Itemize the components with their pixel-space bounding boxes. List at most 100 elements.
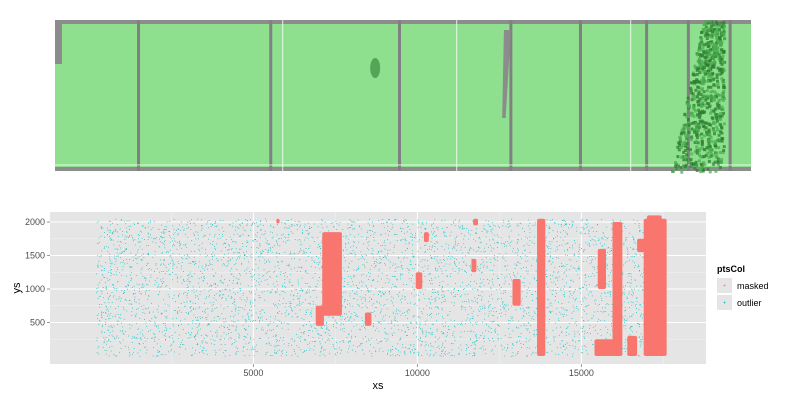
outlier-point: [194, 273, 195, 275]
outlier-point: [291, 253, 293, 255]
outlier-point: [134, 224, 135, 225]
outlier-point: [385, 340, 387, 342]
outlier-point: [355, 351, 356, 353]
outlier-point: [611, 304, 613, 305]
outlier-point: [536, 260, 537, 262]
outlier-point: [490, 304, 491, 306]
outlier-point: [177, 276, 178, 278]
outlier-point: [462, 257, 463, 259]
outlier-point: [570, 279, 571, 281]
outlier-point: [590, 227, 592, 229]
outlier-point: [309, 228, 311, 229]
outlier-point: [248, 355, 250, 356]
outlier-point: [571, 294, 573, 296]
outlier-point: [170, 249, 171, 251]
outlier-point: [409, 229, 411, 230]
outlier-point: [593, 266, 595, 268]
outlier-point: [348, 227, 350, 228]
outlier-point: [214, 222, 216, 224]
outlier-point: [514, 268, 516, 269]
outlier-point: [151, 337, 153, 339]
heatmap-dark-cell: [715, 154, 719, 158]
outlier-point: [227, 306, 229, 307]
outlier-point: [135, 315, 136, 317]
outlier-point: [277, 261, 279, 263]
outlier-point: [157, 355, 159, 357]
outlier-point: [276, 305, 278, 307]
outlier-point: [625, 237, 627, 239]
outlier-point: [267, 283, 269, 285]
outlier-point: [526, 355, 528, 357]
outlier-point: [265, 238, 267, 240]
outlier-point: [344, 301, 345, 303]
outlier-point: [638, 227, 640, 228]
outlier-point: [627, 254, 628, 255]
outlier-point: [225, 288, 227, 290]
outlier-point: [190, 263, 192, 264]
outlier-point: [401, 330, 403, 331]
outlier-point: [551, 290, 553, 291]
outlier-point: [158, 246, 160, 248]
outlier-point: [517, 352, 519, 354]
outlier-point: [257, 226, 258, 227]
outlier-point: [440, 268, 442, 270]
outlier-point: [582, 287, 583, 288]
outlier-point: [244, 270, 245, 272]
outlier-point: [138, 327, 140, 329]
outlier-point: [622, 230, 623, 232]
heatmap-dark-cell: [674, 161, 677, 165]
heatmap-dark-cell: [702, 110, 706, 114]
outlier-point: [97, 298, 99, 299]
outlier-point: [548, 299, 550, 301]
outlier-point: [323, 324, 324, 326]
heatmap-dark-cell: [695, 78, 699, 82]
outlier-point: [634, 222, 636, 224]
heatmap-dark-cell: [711, 42, 715, 46]
outlier-point: [242, 252, 244, 253]
outlier-point: [435, 352, 437, 354]
heatmap-dark-cell: [721, 96, 724, 100]
outlier-point: [224, 350, 226, 352]
outlier-point: [476, 337, 477, 339]
outlier-point: [584, 310, 585, 312]
outlier-point: [159, 246, 161, 248]
outlier-point: [376, 339, 377, 341]
outlier-point: [301, 290, 303, 291]
outlier-point: [321, 291, 322, 293]
outlier-point: [430, 249, 432, 251]
outlier-point: [228, 325, 230, 327]
outlier-point: [594, 325, 596, 327]
outlier-point: [114, 316, 116, 318]
heatmap-dark-cell: [716, 128, 720, 132]
heatmap-dark-cell: [717, 99, 721, 103]
outlier-point: [141, 293, 142, 295]
outlier-point: [591, 262, 592, 263]
outlier-point: [481, 347, 482, 349]
heatmap-dark-cell: [712, 109, 716, 113]
outlier-point: [345, 237, 347, 239]
heatmap-dark-cell: [707, 85, 710, 89]
outlier-point: [404, 331, 406, 332]
outlier-point: [116, 290, 117, 291]
heatmap-dark-cell: [707, 44, 711, 48]
outlier-point: [461, 301, 463, 303]
outlier-point: [390, 348, 391, 350]
outlier-point: [122, 339, 124, 341]
outlier-point: [526, 292, 528, 294]
outlier-point: [212, 252, 214, 254]
outlier-point: [202, 280, 204, 282]
outlier-point: [437, 292, 439, 294]
outlier-point: [109, 296, 110, 297]
outlier-point: [551, 311, 553, 312]
outlier-point: [434, 292, 436, 293]
outlier-point: [245, 301, 247, 303]
outlier-point: [512, 355, 514, 357]
outlier-point: [319, 246, 320, 248]
outlier-point: [297, 266, 299, 268]
outlier-point: [132, 354, 133, 356]
outlier-point: [166, 317, 168, 319]
outlier-point: [318, 262, 320, 264]
outlier-point: [396, 278, 398, 280]
outlier-point: [197, 231, 199, 233]
outlier-point: [262, 256, 264, 258]
